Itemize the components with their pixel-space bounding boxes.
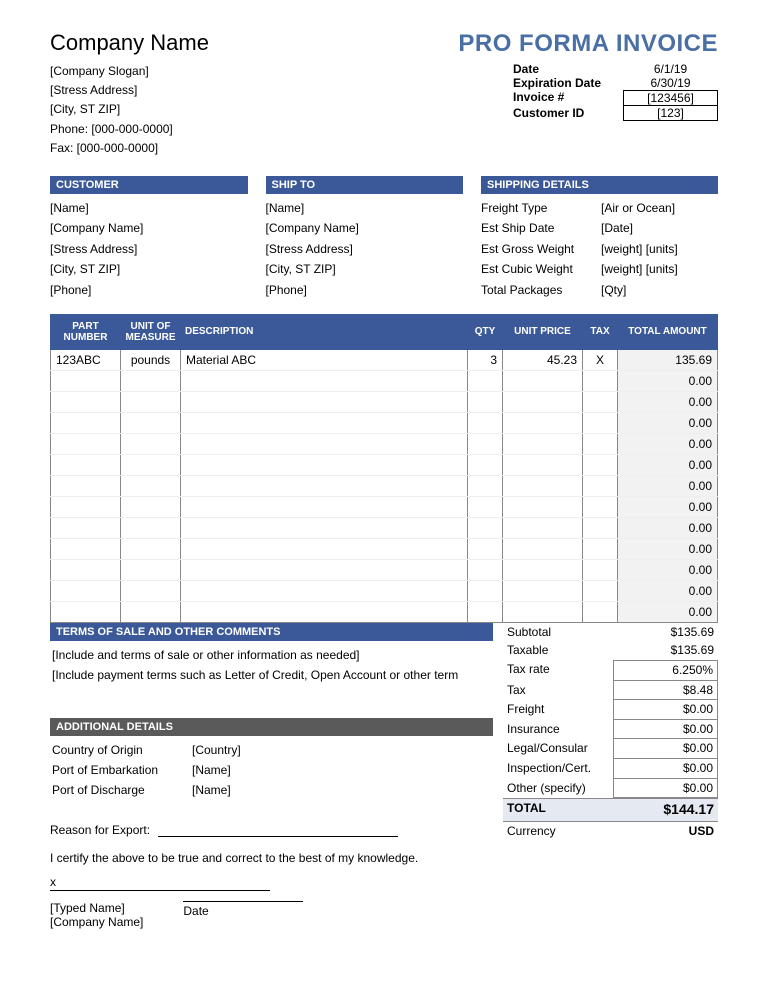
company-address: [Stress Address] [50, 81, 173, 100]
document-title: PRO FORMA INVOICE [458, 30, 718, 58]
meta-exp: 6/30/19 [623, 76, 718, 90]
shipping-row: Freight Type[Air or Ocean] [481, 198, 718, 218]
meta-cust: [123] [623, 106, 718, 121]
table-row: 0.00 [51, 454, 718, 475]
th-part: PART NUMBER [51, 314, 121, 349]
summary-row: Tax$8.48 [503, 681, 718, 701]
typed-name: [Typed Name] [50, 901, 143, 915]
customer-line: [Phone] [50, 280, 248, 300]
table-row: 0.00 [51, 538, 718, 559]
th-price: UNIT PRICE [503, 314, 583, 349]
terms-header: TERMS OF SALE AND OTHER COMMENTS [50, 623, 493, 641]
company-info: [Company Slogan] [Stress Address] [City,… [50, 62, 173, 158]
customer-line: [City, ST ZIP] [50, 259, 248, 279]
additional-body: Country of Origin[Country]Port of Embark… [50, 736, 493, 805]
summary-total: TOTAL$144.17 [503, 798, 718, 822]
shipping-row: Total Packages[Qty] [481, 280, 718, 300]
table-row: 0.00 [51, 559, 718, 580]
th-tax: TAX [583, 314, 618, 349]
company-name: Company Name [50, 30, 209, 56]
additional-header: ADDITIONAL DETAILS [50, 718, 493, 736]
table-row: 0.00 [51, 433, 718, 454]
shipping-row: Est Gross Weight[weight] [units] [481, 239, 718, 259]
customer-line: [Name] [50, 198, 248, 218]
shipto-header: SHIP TO [266, 176, 464, 194]
signature-x[interactable]: x [50, 875, 270, 891]
summary-row: Subtotal$135.69 [503, 623, 718, 642]
customer-line: [Stress Address] [50, 239, 248, 259]
company-fax: Fax: [000-000-0000] [50, 139, 173, 158]
date-line: Date [183, 901, 303, 918]
company-slogan: [Company Slogan] [50, 62, 173, 81]
th-desc: DESCRIPTION [181, 314, 468, 349]
table-row: 0.00 [51, 496, 718, 517]
summary-row: Other (specify)$0.00 [503, 779, 718, 799]
summary-row: Insurance$0.00 [503, 720, 718, 740]
th-qty: QTY [468, 314, 503, 349]
company-city: [City, ST ZIP] [50, 100, 173, 119]
summary-row: Legal/Consular$0.00 [503, 739, 718, 759]
additional-row: Port of Discharge[Name] [52, 780, 491, 800]
shipto-line: [City, ST ZIP] [266, 259, 464, 279]
meta-inv: [123456] [623, 90, 718, 106]
summary-row: Taxable$135.69 [503, 641, 718, 660]
summary-row: Tax rate6.250% [503, 660, 718, 681]
reason-label: Reason for Export: [50, 823, 150, 837]
certify-text: I certify the above to be true and corre… [50, 851, 493, 865]
table-row: 0.00 [51, 412, 718, 433]
shipto-line: [Company Name] [266, 218, 464, 238]
meta-exp-label: Expiration Date [513, 76, 623, 90]
meta-date: 6/1/19 [623, 62, 718, 76]
additional-row: Country of Origin[Country] [52, 740, 491, 760]
summary-row: Inspection/Cert.$0.00 [503, 759, 718, 779]
additional-row: Port of Embarkation[Name] [52, 760, 491, 780]
table-row: 0.00 [51, 475, 718, 496]
summary-currency: CurrencyUSD [503, 822, 718, 841]
table-row: 123ABCpoundsMaterial ABC345.23X135.69 [51, 349, 718, 370]
shipping-block: SHIPPING DETAILS Freight Type[Air or Oce… [481, 176, 718, 300]
shipto-line: [Phone] [266, 280, 464, 300]
table-row: 0.00 [51, 580, 718, 601]
meta-cust-label: Customer ID [513, 106, 623, 121]
th-amt: TOTAL AMOUNT [618, 314, 718, 349]
customer-header: CUSTOMER [50, 176, 248, 194]
table-row: 0.00 [51, 391, 718, 412]
shipto-line: [Name] [266, 198, 464, 218]
shipping-row: Est Ship Date[Date] [481, 218, 718, 238]
customer-line: [Company Name] [50, 218, 248, 238]
th-uom: UNIT OF MEASURE [121, 314, 181, 349]
shipto-block: SHIP TO [Name][Company Name][Stress Addr… [266, 176, 464, 300]
sig-company: [Company Name] [50, 915, 143, 929]
table-row: 0.00 [51, 370, 718, 391]
customer-block: CUSTOMER [Name][Company Name][Stress Add… [50, 176, 248, 300]
shipping-header: SHIPPING DETAILS [481, 176, 718, 194]
summary-block: Subtotal$135.69Taxable$135.69Tax rate6.2… [503, 623, 718, 929]
company-phone: Phone: [000-000-0000] [50, 120, 173, 139]
shipping-row: Est Cubic Weight[weight] [units] [481, 259, 718, 279]
summary-row: Freight$0.00 [503, 700, 718, 720]
terms-line: [Include and terms of sale or other info… [52, 645, 491, 665]
reason-line[interactable] [158, 823, 398, 837]
meta-date-label: Date [513, 62, 623, 76]
terms-line: [Include payment terms such as Letter of… [52, 665, 491, 685]
table-row: 0.00 [51, 517, 718, 538]
items-table: PART NUMBER UNIT OF MEASURE DESCRIPTION … [50, 314, 718, 623]
meta-inv-label: Invoice # [513, 90, 623, 106]
invoice-meta: Date6/1/19 Expiration Date6/30/19 Invoic… [513, 62, 718, 158]
table-row: 0.00 [51, 601, 718, 622]
terms-body: [Include and terms of sale or other info… [50, 641, 493, 690]
shipto-line: [Stress Address] [266, 239, 464, 259]
